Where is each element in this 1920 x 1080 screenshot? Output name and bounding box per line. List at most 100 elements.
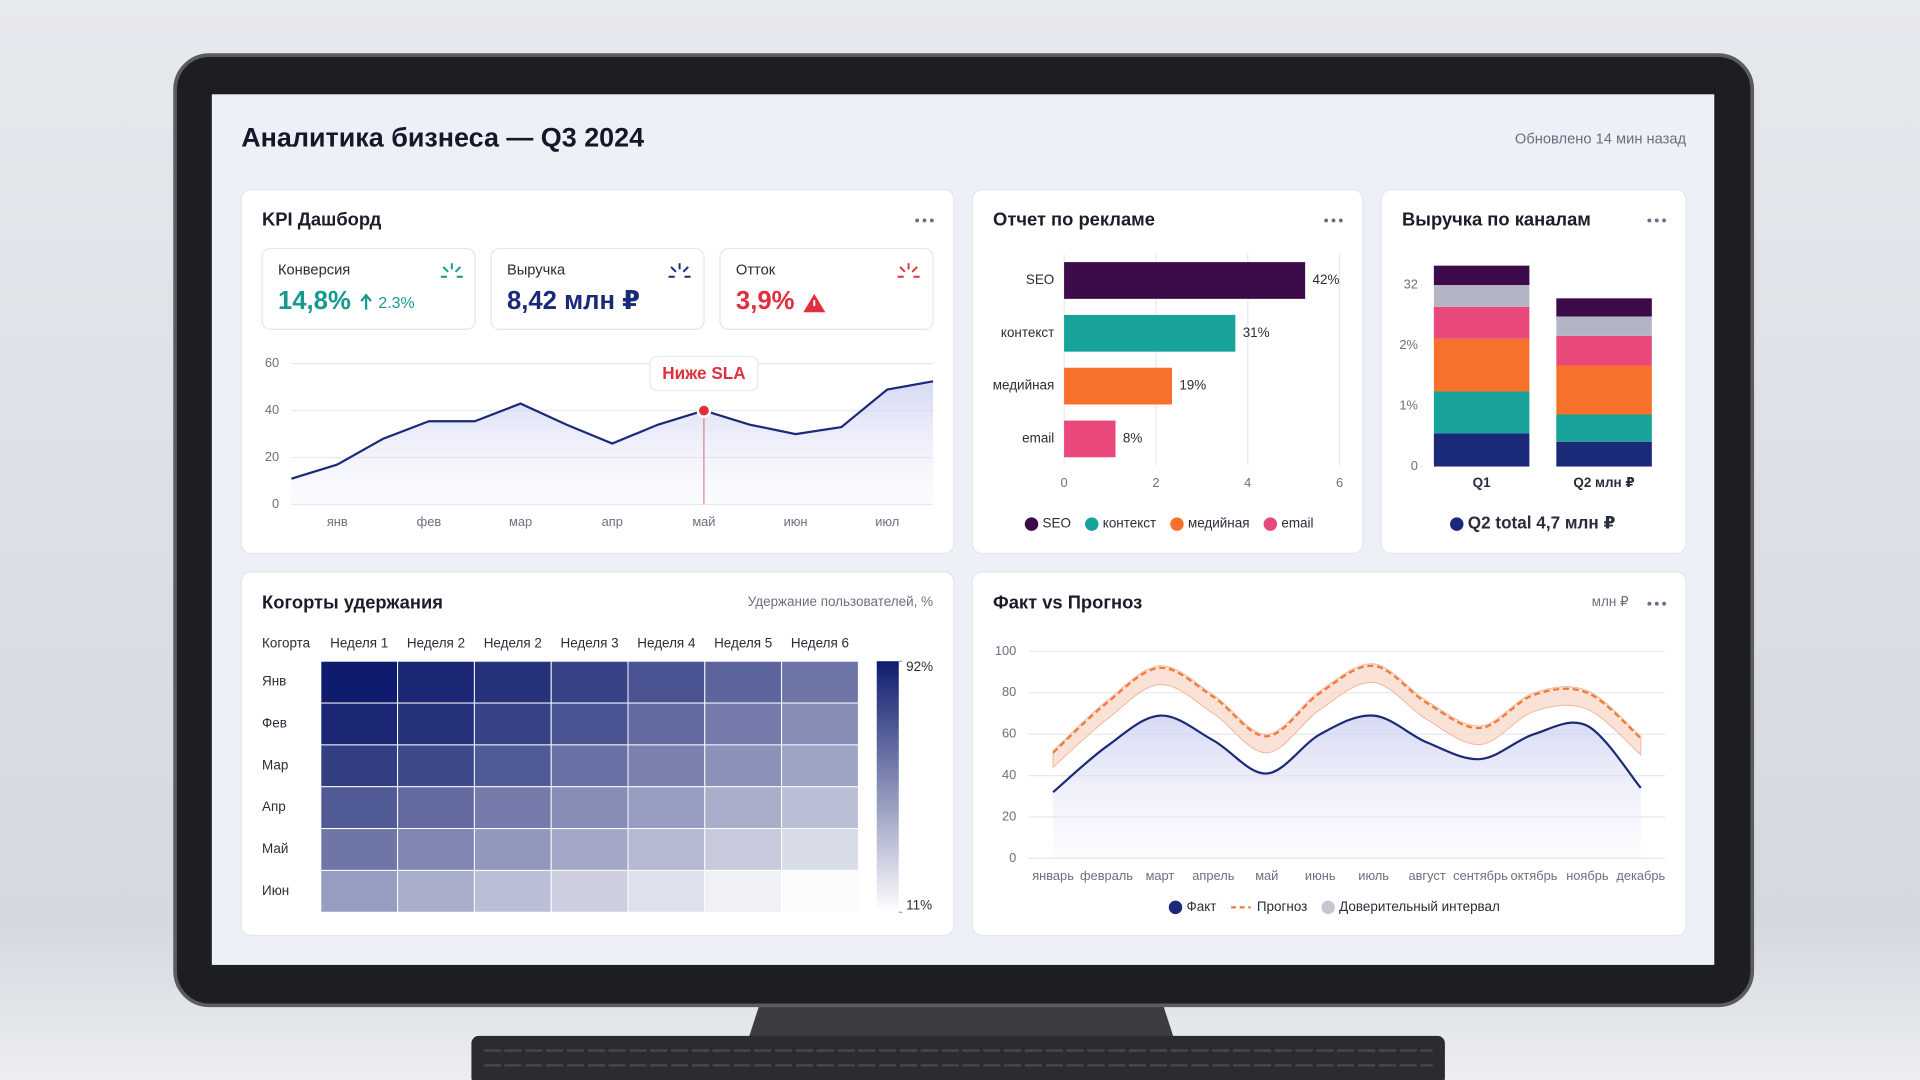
bar-segment bbox=[1433, 433, 1530, 467]
bar-segment bbox=[1556, 365, 1652, 415]
kpi-value: 8,42 млн ₽ bbox=[507, 287, 640, 315]
bar-segment bbox=[1433, 265, 1530, 286]
heatmap-cell bbox=[627, 744, 706, 788]
legend-label: Факт bbox=[1187, 899, 1217, 914]
y-tick-label: 40 bbox=[265, 402, 279, 417]
heatmap-cell bbox=[320, 828, 399, 871]
legend-marker bbox=[1170, 517, 1184, 531]
heatmap-cell bbox=[704, 660, 783, 704]
legend-marker bbox=[1085, 517, 1099, 531]
heatmap-cell bbox=[473, 786, 552, 830]
keyboard bbox=[471, 1035, 1445, 1080]
column-header: Неделя 2 bbox=[407, 636, 465, 651]
row-label: Фев bbox=[262, 716, 287, 731]
heatmap-cell bbox=[473, 869, 552, 913]
panel-title: Выручка по каналам bbox=[1402, 208, 1591, 229]
x-tick-label: май bbox=[692, 514, 715, 529]
y-tick-label: 20 bbox=[265, 449, 279, 464]
x-tick-label: октябрь bbox=[1510, 868, 1557, 883]
x-tick-label: март bbox=[1146, 868, 1175, 883]
legend-label: Доверительный интервал bbox=[1339, 899, 1500, 914]
bar-label: 42% bbox=[1313, 272, 1340, 287]
row-label: Май bbox=[262, 841, 288, 856]
kpi-value: 14,8% bbox=[278, 287, 351, 315]
row-label: Июн bbox=[262, 883, 289, 898]
colorbar-label: 92% bbox=[906, 659, 933, 674]
x-tick-label: Q2 млн ₽ bbox=[1573, 475, 1634, 490]
kpi-label: Выручка bbox=[507, 262, 566, 278]
bar-label: 19% bbox=[1179, 378, 1206, 393]
monitor-stand bbox=[746, 997, 1176, 1044]
x-tick-label: январь bbox=[1032, 868, 1074, 883]
y-tick-label: 0 bbox=[1411, 458, 1418, 473]
sparkle-icons bbox=[440, 263, 920, 278]
row-label: Мар bbox=[262, 757, 288, 772]
heatmap-cell bbox=[473, 744, 552, 788]
heatmap-cell bbox=[397, 786, 475, 830]
keyboard-keys bbox=[483, 1049, 1433, 1067]
legend-label: SEO bbox=[1043, 516, 1071, 531]
line-area bbox=[1053, 715, 1641, 859]
row-label: Янв bbox=[262, 674, 286, 689]
heatmap-cell bbox=[781, 786, 859, 830]
heatmap-cell bbox=[627, 786, 706, 830]
line-area bbox=[291, 381, 934, 505]
heatmap-cell bbox=[550, 786, 629, 830]
kpi-label: Отток bbox=[736, 262, 776, 278]
column-header: Неделя 2 bbox=[484, 636, 542, 651]
menu-button[interactable] bbox=[915, 218, 934, 223]
legend-marker bbox=[1450, 517, 1464, 531]
panel-subtitle: Удержание пользователей, % bbox=[748, 594, 933, 609]
bar-segment bbox=[1433, 391, 1530, 434]
column-header: Неделя 5 bbox=[714, 636, 772, 651]
x-tick-label: Q1 bbox=[1473, 475, 1491, 490]
sparkle-icon bbox=[440, 263, 463, 278]
bar-segment bbox=[1556, 335, 1652, 366]
menu-button[interactable] bbox=[1324, 218, 1343, 223]
category-label: email bbox=[1022, 430, 1054, 445]
y-tick-label: 1% bbox=[1399, 397, 1418, 412]
column-header: Неделя 6 bbox=[791, 636, 849, 651]
legend-label: Прогноз bbox=[1257, 899, 1307, 914]
x-tick-label: фев bbox=[417, 514, 442, 529]
x-tick-label: 6 bbox=[1336, 475, 1343, 490]
y-tick-label: 60 bbox=[1002, 726, 1016, 741]
heatmap-cell bbox=[627, 702, 706, 746]
y-tick-label: 0 bbox=[1009, 850, 1016, 865]
menu-button[interactable] bbox=[1647, 601, 1667, 606]
x-tick-label: ноябрь bbox=[1566, 868, 1609, 883]
x-tick-label: июн bbox=[784, 514, 808, 529]
x-tick-label: декабрь bbox=[1616, 868, 1665, 883]
menu-button[interactable] bbox=[1647, 218, 1667, 223]
heatmap-cell bbox=[320, 702, 399, 746]
heatmap-cell bbox=[627, 660, 706, 704]
heatmap-cell bbox=[473, 702, 552, 746]
heatmap-cell bbox=[397, 660, 475, 704]
legend-label: email bbox=[1281, 516, 1313, 531]
heatmap-cell bbox=[320, 869, 399, 913]
bar bbox=[1064, 420, 1116, 458]
bar bbox=[1064, 314, 1236, 352]
bar-segment bbox=[1433, 338, 1530, 392]
x-tick-label: 0 bbox=[1061, 475, 1068, 490]
kpi-card bbox=[490, 247, 705, 330]
kpi-value: 3,9% bbox=[736, 287, 795, 315]
sparkle-icon bbox=[668, 263, 691, 278]
y-tick-label: 40 bbox=[1002, 767, 1016, 782]
bar-segment bbox=[1556, 441, 1652, 467]
column-header: Неделя 1 bbox=[330, 636, 388, 651]
panel-title: Факт vs Прогноз bbox=[993, 592, 1142, 613]
heatmap-cell bbox=[550, 828, 629, 871]
heatmap-cell bbox=[627, 828, 706, 871]
y-tick-label: 100 bbox=[995, 643, 1016, 658]
y-tick-label: 0 bbox=[272, 496, 279, 511]
x-tick-label: февраль bbox=[1080, 868, 1133, 883]
legend: Факт Прогноз Доверительный интервал bbox=[1168, 899, 1500, 915]
x-tick-label: 2 bbox=[1152, 475, 1159, 490]
bar-segment bbox=[1433, 285, 1530, 307]
x-tick-label: июль bbox=[1358, 868, 1389, 883]
panel-title: Отчет по рекламе bbox=[993, 208, 1155, 229]
heatmap-cell bbox=[781, 660, 859, 704]
y-tick-label: 80 bbox=[1002, 684, 1016, 699]
x-tick-label: июнь bbox=[1305, 868, 1336, 883]
